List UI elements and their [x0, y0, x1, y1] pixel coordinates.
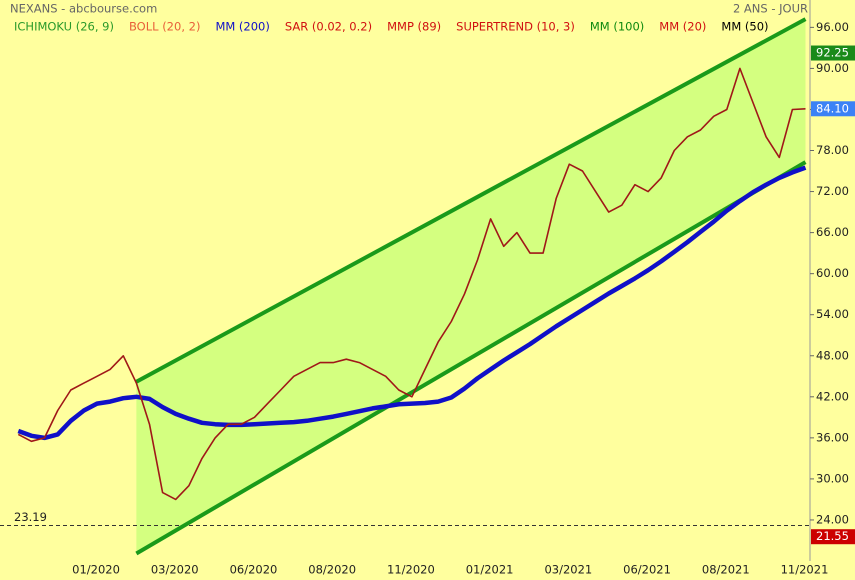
period: 2 ANS - JOUR [733, 2, 808, 16]
series-line [17, 67, 806, 501]
legend-entry: MM (100) [590, 20, 644, 34]
legend-entry: MM (50) [721, 20, 768, 34]
y-tick-label: 66.00 [816, 225, 849, 239]
y-tick-label: 54.00 [816, 307, 849, 321]
y-tick-label: 72.00 [816, 184, 849, 198]
legend-entry: MM (200) [215, 20, 269, 34]
plot-area [0, 17, 810, 556]
y-tick-label: 30.00 [816, 471, 849, 485]
x-tick-label: 06/2021 [623, 563, 671, 577]
x-tick-label: 11/2021 [781, 563, 829, 577]
y-tick-label: 42.00 [816, 389, 849, 403]
price-tag [811, 45, 855, 61]
x-tick-label: 08/2021 [702, 563, 750, 577]
chart-title: NEXANS - abcbourse.com [10, 2, 157, 16]
y-tick-label: 96.00 [816, 20, 849, 34]
price-tag-label: 84.10 [816, 101, 849, 115]
y-tick-label: 48.00 [816, 348, 849, 362]
x-tick-label: 11/2020 [387, 563, 435, 577]
series-line [17, 165, 807, 441]
y-tick-label: 36.00 [816, 430, 849, 444]
level-label: 23.19 [14, 510, 47, 524]
legend-entry: SAR (0.02, 0.2) [285, 20, 372, 34]
price-tag [811, 101, 855, 117]
x-tick-label: 08/2020 [308, 563, 356, 577]
y-tick-label: 24.00 [816, 512, 849, 526]
y-tick-label: 60.00 [816, 266, 849, 280]
legend-entry: SUPERTREND (10, 3) [456, 20, 575, 34]
x-tick-label: 03/2021 [544, 563, 592, 577]
y-tick-label: 90.00 [816, 61, 849, 75]
y-tick-label: 78.00 [816, 143, 849, 157]
legend-entry: MM (20) [659, 20, 706, 34]
x-tick-label: 01/2021 [466, 563, 514, 577]
price-tag-label: 92.25 [816, 46, 849, 60]
x-tick-label: 03/2020 [151, 563, 199, 577]
price-tag-label: 21.55 [816, 529, 849, 543]
legend-entry: ICHIMOKU (26, 9) [14, 20, 114, 34]
trend-line [135, 160, 807, 556]
price-tag [811, 529, 855, 545]
trend-line [135, 17, 807, 384]
x-tick-label: 06/2020 [230, 563, 278, 577]
legend-entry: BOLL (20, 2) [129, 20, 200, 34]
legend-entry: MMP (89) [387, 20, 441, 34]
x-tick-label: 01/2020 [72, 563, 120, 577]
